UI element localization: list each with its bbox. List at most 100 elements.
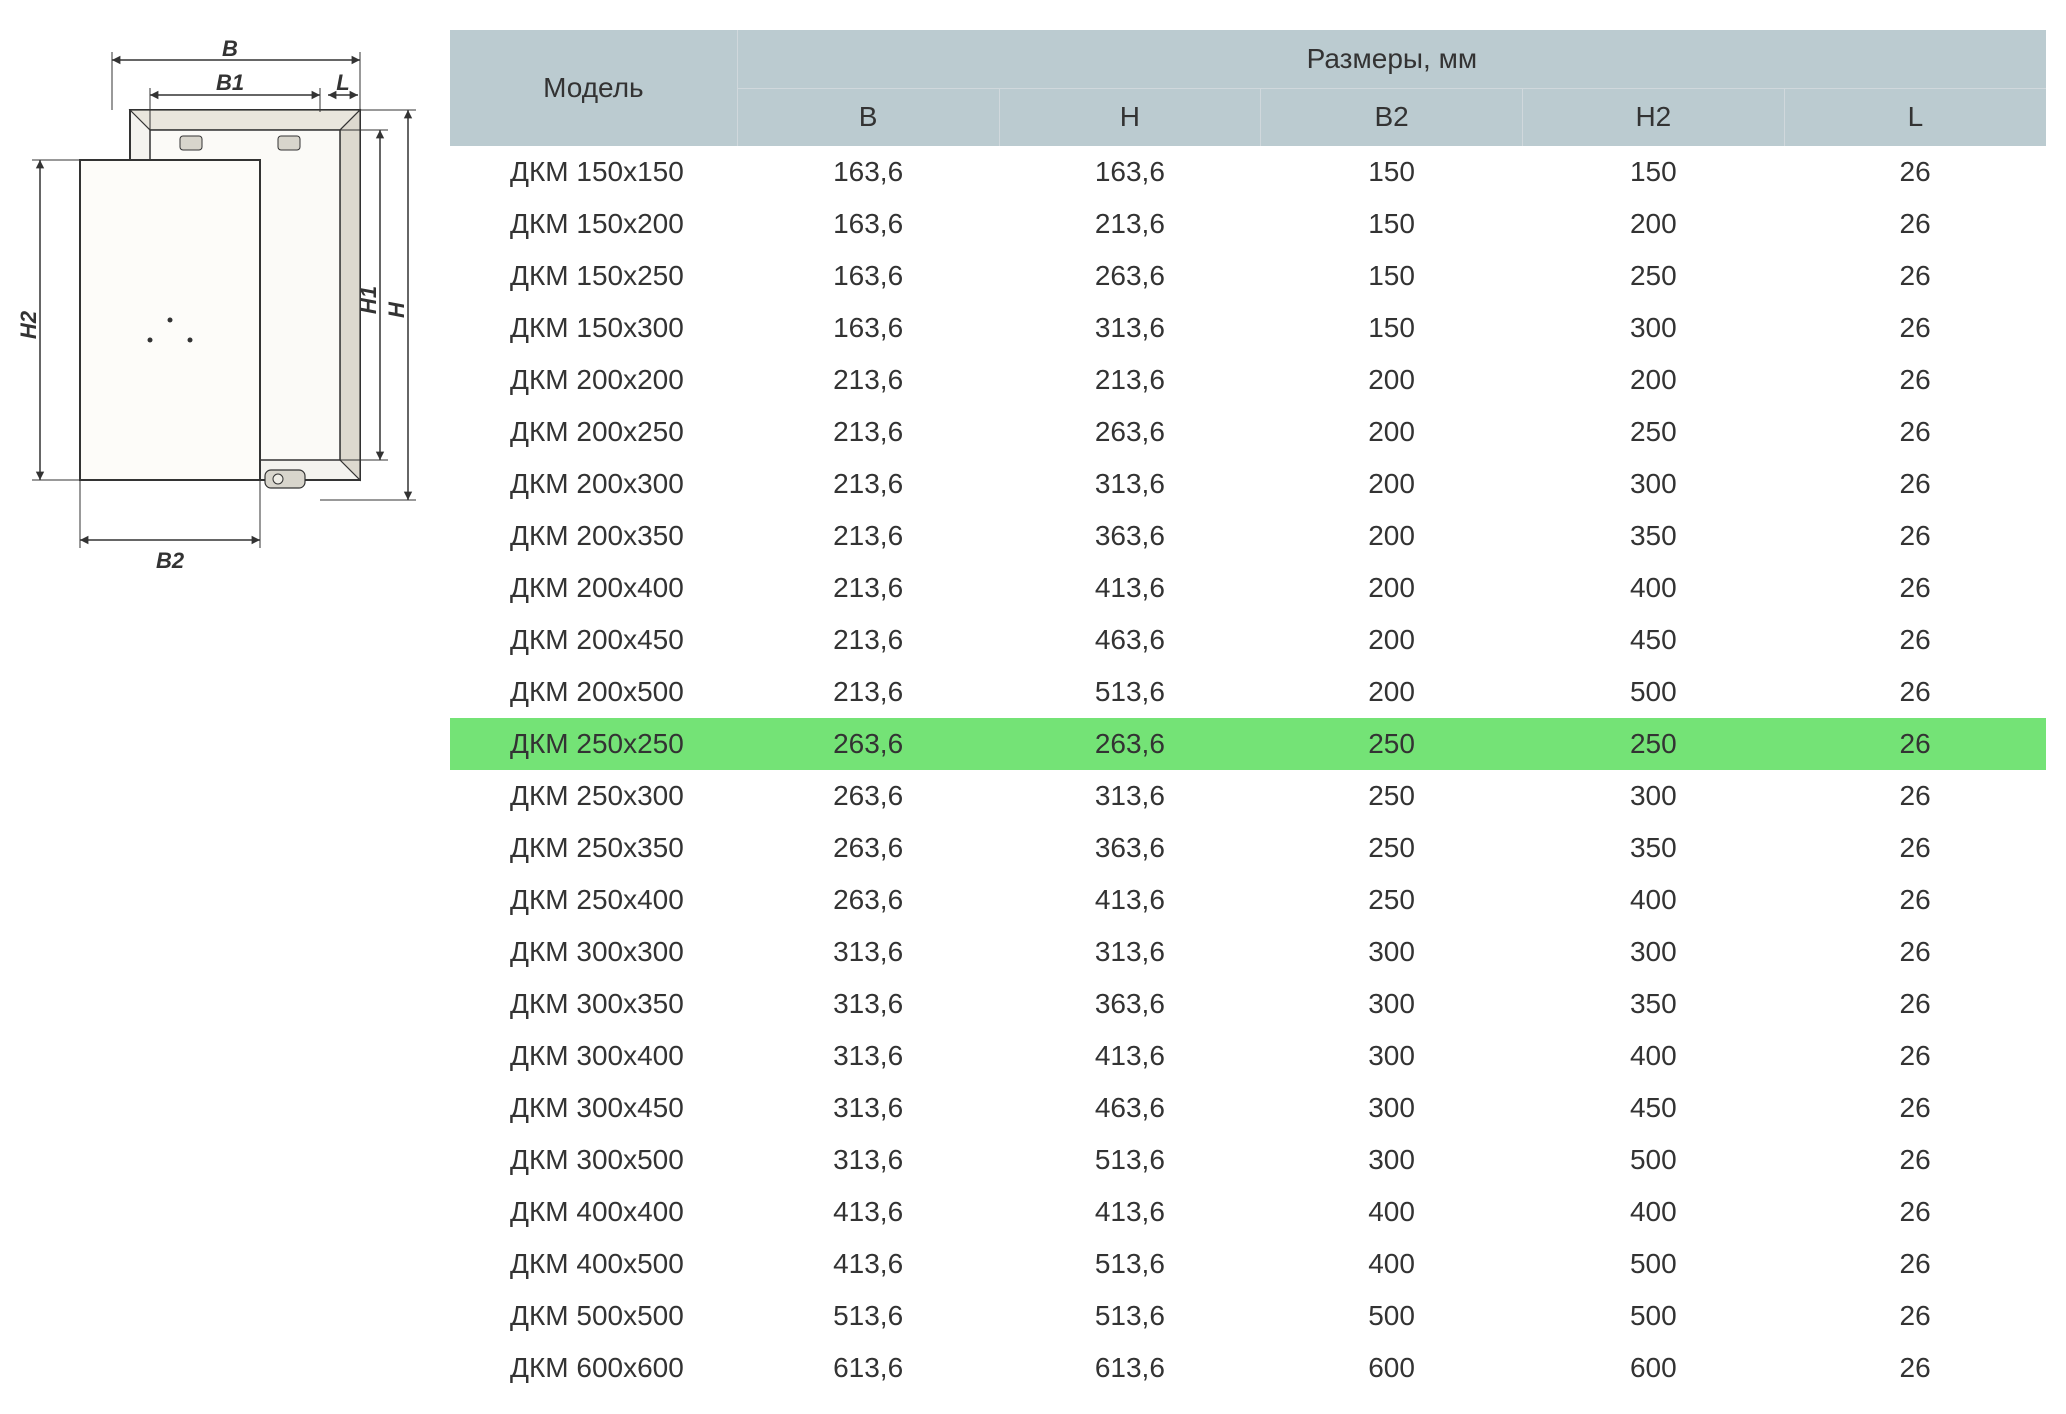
cell-B2: 300 bbox=[1261, 1082, 1523, 1134]
table-row: ДКМ 250х250263,6263,625025026 bbox=[450, 718, 2046, 770]
cell-B2: 250 bbox=[1261, 770, 1523, 822]
col-header-model: Модель bbox=[450, 30, 737, 146]
table-row: ДКМ 150х300163,6313,615030026 bbox=[450, 302, 2046, 354]
cell-B2: 200 bbox=[1261, 458, 1523, 510]
cell-model: ДКМ 300х350 bbox=[450, 978, 737, 1030]
col-header-L: L bbox=[1784, 88, 2046, 146]
table-row: ДКМ 150х200163,6213,615020026 bbox=[450, 198, 2046, 250]
cell-B: 213,6 bbox=[737, 614, 999, 666]
table-row: ДКМ 300х500313,6513,630050026 bbox=[450, 1134, 2046, 1186]
cell-L: 26 bbox=[1784, 510, 2046, 562]
cell-H: 263,6 bbox=[999, 406, 1261, 458]
cell-L: 26 bbox=[1784, 718, 2046, 770]
cell-model: ДКМ 200х400 bbox=[450, 562, 737, 614]
cell-B2: 300 bbox=[1261, 978, 1523, 1030]
cell-model: ДКМ 200х300 bbox=[450, 458, 737, 510]
cell-B: 163,6 bbox=[737, 146, 999, 198]
drawing-body bbox=[80, 110, 360, 488]
dim-label-H1: H1 bbox=[356, 286, 381, 314]
cell-H2: 450 bbox=[1522, 614, 1784, 666]
cell-L: 26 bbox=[1784, 406, 2046, 458]
cell-model: ДКМ 250х350 bbox=[450, 822, 737, 874]
cell-B2: 300 bbox=[1261, 1134, 1523, 1186]
cell-L: 26 bbox=[1784, 1186, 2046, 1238]
cell-H2: 200 bbox=[1522, 198, 1784, 250]
col-header-H: H bbox=[999, 88, 1261, 146]
cell-B2: 200 bbox=[1261, 614, 1523, 666]
cell-model: ДКМ 200х250 bbox=[450, 406, 737, 458]
cell-model: ДКМ 300х450 bbox=[450, 1082, 737, 1134]
cell-H2: 250 bbox=[1522, 718, 1784, 770]
cell-L: 26 bbox=[1784, 354, 2046, 406]
cell-B2: 400 bbox=[1261, 1186, 1523, 1238]
cell-model: ДКМ 150х150 bbox=[450, 146, 737, 198]
dim-label-H2: H2 bbox=[20, 310, 41, 339]
cell-H: 413,6 bbox=[999, 1030, 1261, 1082]
cell-L: 26 bbox=[1784, 978, 2046, 1030]
col-header-B2: B2 bbox=[1261, 88, 1523, 146]
cell-B2: 250 bbox=[1261, 822, 1523, 874]
cell-H2: 350 bbox=[1522, 510, 1784, 562]
cell-B: 213,6 bbox=[737, 458, 999, 510]
cell-B: 313,6 bbox=[737, 1082, 999, 1134]
col-header-dimensions-group: Размеры, мм bbox=[737, 30, 2046, 88]
cell-H: 413,6 bbox=[999, 562, 1261, 614]
cell-B2: 250 bbox=[1261, 874, 1523, 926]
cell-H: 313,6 bbox=[999, 926, 1261, 978]
cell-model: ДКМ 200х350 bbox=[450, 510, 737, 562]
cell-B2: 200 bbox=[1261, 406, 1523, 458]
cell-B2: 200 bbox=[1261, 354, 1523, 406]
cell-B: 413,6 bbox=[737, 1238, 999, 1290]
cell-H: 313,6 bbox=[999, 458, 1261, 510]
cell-B: 313,6 bbox=[737, 978, 999, 1030]
cell-B2: 600 bbox=[1261, 1342, 1523, 1394]
cell-model: ДКМ 150х200 bbox=[450, 198, 737, 250]
cell-model: ДКМ 300х300 bbox=[450, 926, 737, 978]
table-row: ДКМ 400х500413,6513,640050026 bbox=[450, 1238, 2046, 1290]
cell-L: 26 bbox=[1784, 614, 2046, 666]
dimensions-table: МодельРазмеры, ммBHB2H2L ДКМ 150х150163,… bbox=[450, 30, 2046, 1394]
table-row: ДКМ 150х250163,6263,615025026 bbox=[450, 250, 2046, 302]
cell-B: 213,6 bbox=[737, 562, 999, 614]
dim-label-L: L bbox=[336, 70, 349, 95]
cell-H: 363,6 bbox=[999, 510, 1261, 562]
cell-L: 26 bbox=[1784, 1238, 2046, 1290]
table-row: ДКМ 300х400313,6413,630040026 bbox=[450, 1030, 2046, 1082]
cell-L: 26 bbox=[1784, 562, 2046, 614]
cell-model: ДКМ 300х400 bbox=[450, 1030, 737, 1082]
cell-L: 26 bbox=[1784, 146, 2046, 198]
cell-L: 26 bbox=[1784, 770, 2046, 822]
cell-H: 413,6 bbox=[999, 874, 1261, 926]
cell-H2: 350 bbox=[1522, 978, 1784, 1030]
dim-label-B: B bbox=[222, 40, 238, 61]
cell-model: ДКМ 250х300 bbox=[450, 770, 737, 822]
cell-L: 26 bbox=[1784, 874, 2046, 926]
cell-model: ДКМ 500х500 bbox=[450, 1290, 737, 1342]
cell-H: 213,6 bbox=[999, 198, 1261, 250]
cell-H: 313,6 bbox=[999, 302, 1261, 354]
cell-B: 513,6 bbox=[737, 1290, 999, 1342]
table-row: ДКМ 200х300213,6313,620030026 bbox=[450, 458, 2046, 510]
table-row: ДКМ 300х450313,6463,630045026 bbox=[450, 1082, 2046, 1134]
cell-B: 613,6 bbox=[737, 1342, 999, 1394]
dim-label-B1: B1 bbox=[216, 70, 244, 95]
cell-H: 513,6 bbox=[999, 666, 1261, 718]
table-row: ДКМ 500х500513,6513,650050026 bbox=[450, 1290, 2046, 1342]
cell-B2: 150 bbox=[1261, 302, 1523, 354]
cell-B: 263,6 bbox=[737, 718, 999, 770]
cell-H: 363,6 bbox=[999, 822, 1261, 874]
page-root: B B1 L H bbox=[0, 0, 2066, 1414]
table-row: ДКМ 200х400213,6413,620040026 bbox=[450, 562, 2046, 614]
cell-H2: 250 bbox=[1522, 406, 1784, 458]
cell-model: ДКМ 200х500 bbox=[450, 666, 737, 718]
cell-B: 163,6 bbox=[737, 250, 999, 302]
cell-H: 513,6 bbox=[999, 1134, 1261, 1186]
cell-H2: 150 bbox=[1522, 146, 1784, 198]
cell-L: 26 bbox=[1784, 1342, 2046, 1394]
cell-L: 26 bbox=[1784, 1290, 2046, 1342]
cell-H: 613,6 bbox=[999, 1342, 1261, 1394]
cell-L: 26 bbox=[1784, 1030, 2046, 1082]
cell-L: 26 bbox=[1784, 198, 2046, 250]
table-column: МодельРазмеры, ммBHB2H2L ДКМ 150х150163,… bbox=[450, 30, 2046, 1394]
table-row: ДКМ 600х600613,6613,660060026 bbox=[450, 1342, 2046, 1394]
